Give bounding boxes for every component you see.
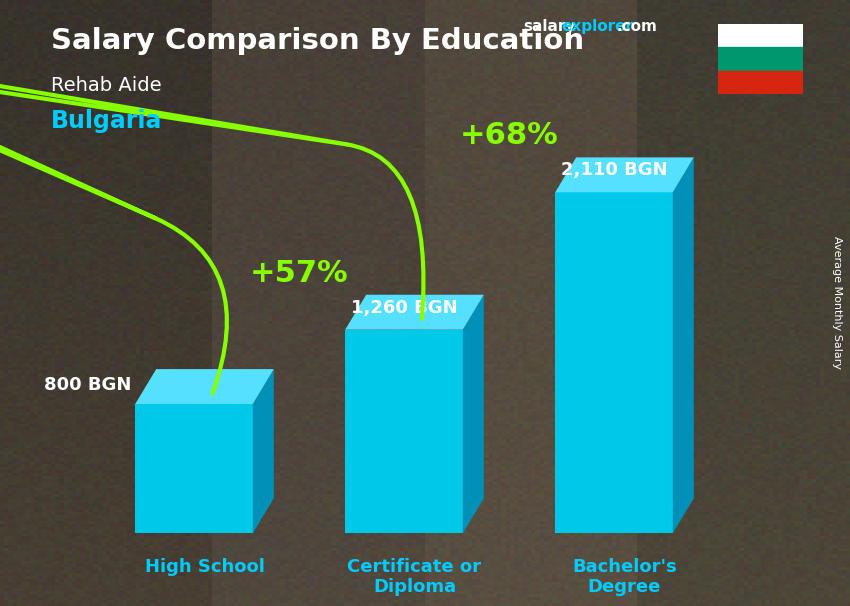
Polygon shape — [135, 369, 274, 404]
Bar — [718, 24, 803, 47]
Bar — [718, 71, 803, 94]
Text: Average Monthly Salary: Average Monthly Salary — [832, 236, 842, 370]
Text: 800 BGN: 800 BGN — [43, 376, 131, 395]
Polygon shape — [252, 369, 274, 533]
Text: 2,110 BGN: 2,110 BGN — [561, 161, 667, 179]
Polygon shape — [345, 330, 462, 533]
Polygon shape — [135, 404, 252, 533]
Text: 1,260 BGN: 1,260 BGN — [351, 299, 457, 317]
Polygon shape — [345, 295, 484, 330]
Text: Certificate or
Diploma: Certificate or Diploma — [348, 558, 481, 596]
Text: Rehab Aide: Rehab Aide — [51, 76, 162, 95]
Text: salary: salary — [523, 19, 575, 35]
Text: Bachelor's
Degree: Bachelor's Degree — [572, 558, 677, 596]
Text: Salary Comparison By Education: Salary Comparison By Education — [51, 27, 584, 55]
Polygon shape — [462, 295, 484, 533]
Text: +57%: +57% — [250, 259, 348, 288]
Polygon shape — [673, 158, 694, 533]
Text: +68%: +68% — [460, 121, 558, 150]
Bar — [718, 47, 803, 71]
Text: explorer: explorer — [561, 19, 633, 35]
Text: Bulgaria: Bulgaria — [51, 109, 162, 133]
Text: High School: High School — [144, 558, 264, 576]
Text: .com: .com — [616, 19, 657, 35]
Polygon shape — [555, 158, 694, 192]
Polygon shape — [555, 192, 673, 533]
